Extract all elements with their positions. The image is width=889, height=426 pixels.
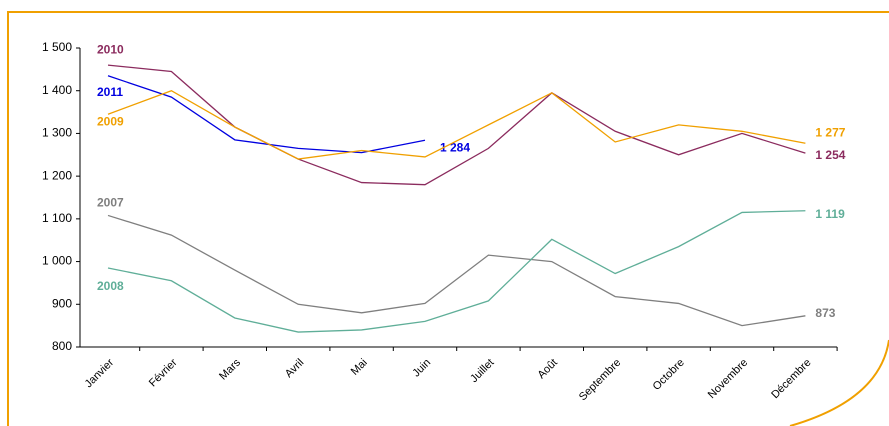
x-tick-label: Décembre bbox=[769, 357, 813, 401]
legend-label: 2010 bbox=[97, 42, 124, 56]
legend-label: 2011 bbox=[97, 85, 123, 99]
legend-label: 2009 bbox=[97, 114, 124, 128]
x-tick-label: Juin bbox=[410, 357, 433, 380]
y-tick-label: 800 bbox=[52, 339, 72, 353]
value-label: 1 284 bbox=[440, 140, 470, 154]
value-label: 1 119 bbox=[815, 207, 845, 221]
x-tick-label: Avril bbox=[283, 357, 306, 380]
x-tick-label: Septembre bbox=[577, 357, 624, 404]
x-tick-label: Février bbox=[147, 356, 180, 389]
series-line bbox=[107, 214, 806, 327]
series-line bbox=[107, 89, 806, 160]
x-tick-label: Mars bbox=[217, 356, 243, 382]
value-label: 1 254 bbox=[815, 148, 845, 162]
x-tick-label: Juillet bbox=[468, 357, 496, 385]
y-tick-label: 900 bbox=[52, 296, 72, 310]
y-tick-label: 1 200 bbox=[42, 168, 72, 182]
value-label: 1 277 bbox=[815, 125, 845, 139]
legend-label: 2007 bbox=[97, 196, 124, 210]
y-tick-label: 1 300 bbox=[42, 126, 72, 140]
x-tick-label: Novembre bbox=[706, 357, 750, 401]
x-tick-label: Octobre bbox=[651, 357, 687, 393]
y-tick-label: 1 000 bbox=[42, 254, 72, 268]
y-tick-label: 1 500 bbox=[42, 40, 72, 54]
series-line bbox=[107, 64, 806, 186]
y-tick-label: 1 400 bbox=[42, 83, 72, 97]
y-tick-label: 1 100 bbox=[42, 211, 72, 225]
frame-corner bbox=[789, 339, 889, 426]
legend-label: 2008 bbox=[97, 279, 124, 293]
x-tick-label: Mai bbox=[349, 357, 370, 378]
x-tick-label: Août bbox=[535, 357, 559, 381]
frame bbox=[7, 11, 889, 426]
series-line bbox=[107, 210, 806, 333]
x-tick-label: Janvier bbox=[83, 356, 117, 390]
value-label: 873 bbox=[815, 306, 835, 320]
series-line bbox=[107, 75, 426, 154]
